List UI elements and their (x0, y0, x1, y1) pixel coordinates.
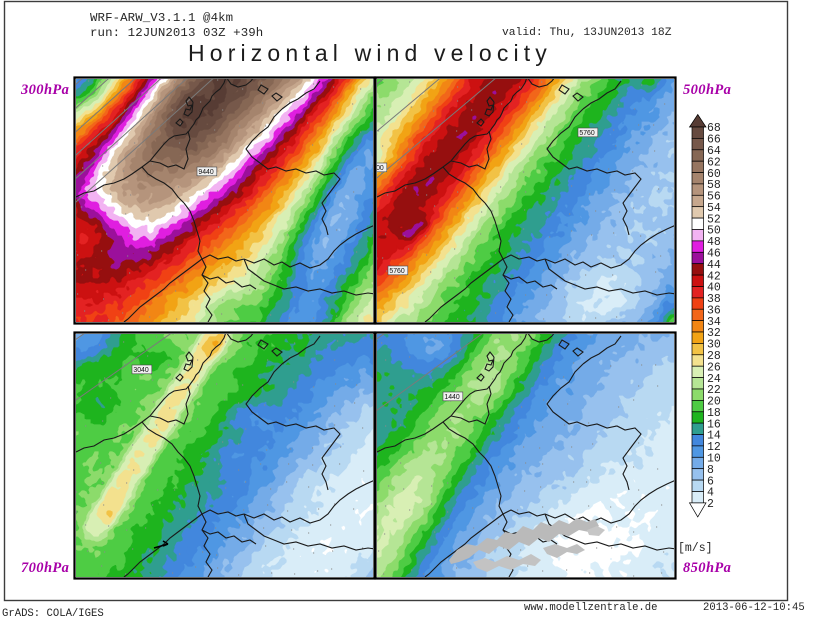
svg-text:62: 62 (707, 156, 721, 169)
svg-text:2: 2 (707, 498, 714, 511)
svg-text:64: 64 (707, 145, 721, 158)
svg-text:60: 60 (707, 168, 721, 181)
svg-text:48: 48 (707, 236, 721, 249)
svg-text:6: 6 (707, 475, 714, 488)
svg-text:26: 26 (707, 361, 721, 374)
svg-text:28: 28 (707, 350, 721, 363)
svg-text:300hPa: 300hPa (20, 82, 69, 98)
svg-text:68: 68 (707, 122, 721, 135)
svg-text:46: 46 (707, 248, 721, 261)
svg-text:22: 22 (707, 384, 721, 397)
svg-text:20: 20 (707, 396, 721, 409)
svg-text:www.modellzentrale.de: www.modellzentrale.de (524, 602, 658, 614)
svg-text:10: 10 (707, 453, 721, 466)
svg-text:[m/s]: [m/s] (678, 542, 713, 555)
svg-text:54: 54 (707, 202, 721, 215)
svg-text:14: 14 (707, 430, 721, 443)
svg-text:66: 66 (707, 134, 721, 147)
svg-text:58: 58 (707, 179, 721, 192)
svg-text:32: 32 (707, 327, 721, 340)
svg-text:2013-06-12-10:45: 2013-06-12-10:45 (703, 602, 805, 614)
svg-text:WRF-ARW_V3.1.1 @4km: WRF-ARW_V3.1.1 @4km (90, 11, 233, 25)
svg-text:700hPa: 700hPa (21, 560, 69, 576)
svg-text:8: 8 (707, 464, 714, 477)
svg-text:run: 12JUN2013 03Z +39h: run: 12JUN2013 03Z +39h (90, 26, 263, 40)
svg-text:44: 44 (707, 259, 721, 272)
svg-text:50: 50 (707, 225, 721, 238)
svg-text:18: 18 (707, 407, 721, 420)
svg-text:Horizontal wind velocity: Horizontal wind velocity (188, 40, 552, 66)
svg-text:56: 56 (707, 191, 721, 204)
svg-text:34: 34 (707, 316, 721, 329)
svg-text:52: 52 (707, 213, 721, 226)
svg-text:40: 40 (707, 282, 721, 295)
svg-text:38: 38 (707, 293, 721, 306)
svg-text:850hPa: 850hPa (683, 560, 731, 576)
svg-text:valid: Thu, 13JUN2013 18Z: valid: Thu, 13JUN2013 18Z (502, 27, 672, 39)
svg-text:30: 30 (707, 339, 721, 352)
svg-text:4: 4 (707, 487, 714, 500)
svg-text:500hPa: 500hPa (683, 82, 731, 98)
svg-text:24: 24 (707, 373, 721, 386)
svg-text:42: 42 (707, 270, 721, 283)
svg-text:12: 12 (707, 441, 721, 454)
svg-text:36: 36 (707, 304, 721, 317)
svg-text:16: 16 (707, 418, 721, 431)
svg-text:GrADS: COLA/IGES: GrADS: COLA/IGES (2, 608, 104, 619)
